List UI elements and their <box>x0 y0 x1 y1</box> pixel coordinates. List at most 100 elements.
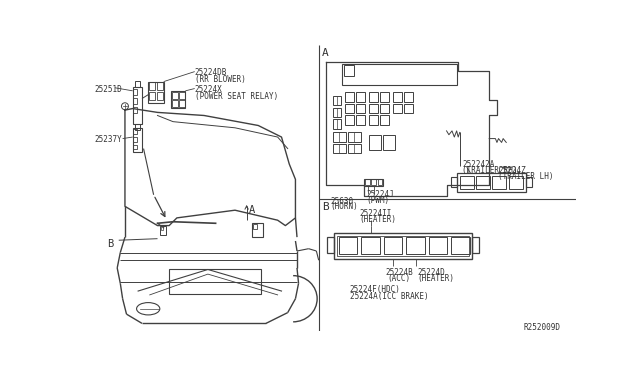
Bar <box>393 104 403 113</box>
Text: (TRAILER LH): (TRAILER LH) <box>499 172 554 181</box>
Bar <box>148 81 164 103</box>
Bar <box>472 237 479 253</box>
Text: 25224B: 25224B <box>385 268 413 277</box>
Bar <box>169 269 260 294</box>
Bar <box>369 135 381 150</box>
Bar <box>132 87 142 124</box>
Bar <box>337 235 469 256</box>
Bar <box>460 176 474 189</box>
Bar <box>404 92 413 102</box>
Text: 25224Z: 25224Z <box>499 166 526 174</box>
Text: 25237Y: 25237Y <box>94 135 122 144</box>
Bar <box>369 104 378 113</box>
Text: 25251D: 25251D <box>94 85 122 94</box>
Bar <box>348 144 362 153</box>
Text: A: A <box>322 48 328 58</box>
Text: 25224F(HDC): 25224F(HDC) <box>349 285 401 294</box>
Bar <box>134 107 138 113</box>
Bar <box>160 225 166 235</box>
Bar <box>371 179 376 185</box>
Bar <box>356 104 365 113</box>
Text: 25224A(ICC BRAKE): 25224A(ICC BRAKE) <box>349 292 428 301</box>
Bar <box>172 91 186 108</box>
Bar <box>134 129 138 134</box>
Bar <box>333 108 341 117</box>
Bar <box>342 64 457 86</box>
Text: B: B <box>322 202 328 212</box>
Bar <box>457 173 527 192</box>
Bar <box>253 224 257 230</box>
Bar <box>348 132 362 142</box>
Bar <box>356 92 365 102</box>
Bar <box>384 237 403 254</box>
Text: (HEATER): (HEATER) <box>417 274 454 283</box>
Text: 25224D: 25224D <box>417 268 445 277</box>
Bar <box>135 124 140 130</box>
Bar <box>492 176 506 189</box>
Bar <box>179 92 184 99</box>
Bar <box>333 144 346 153</box>
Bar <box>364 179 383 186</box>
Bar <box>149 82 155 90</box>
Bar <box>334 232 472 259</box>
Bar <box>362 237 380 254</box>
Bar <box>383 135 395 150</box>
Bar <box>393 92 403 102</box>
Bar <box>380 115 389 125</box>
Bar <box>365 179 370 185</box>
Text: (POWER SEAT RELAY): (POWER SEAT RELAY) <box>195 92 278 100</box>
Bar <box>429 237 447 254</box>
Bar <box>345 92 355 102</box>
Bar <box>149 92 155 100</box>
Bar <box>369 115 378 125</box>
Bar <box>252 223 263 237</box>
Bar <box>509 176 522 189</box>
Bar <box>369 92 378 102</box>
Bar <box>345 115 355 125</box>
Bar <box>135 81 140 87</box>
Bar <box>451 177 457 187</box>
Text: B: B <box>107 239 113 248</box>
Bar <box>406 237 425 254</box>
Text: (ACC): (ACC) <box>387 274 410 283</box>
Text: A: A <box>249 205 255 215</box>
Text: 25224II: 25224II <box>359 209 392 218</box>
Bar <box>134 89 138 96</box>
Bar <box>339 237 358 254</box>
Text: (HEATER): (HEATER) <box>359 215 396 224</box>
Bar <box>404 104 413 113</box>
Bar <box>527 177 532 187</box>
Text: (HORN): (HORN) <box>330 202 358 212</box>
Bar <box>179 100 184 107</box>
Text: (PWM): (PWM) <box>367 196 390 205</box>
Text: 25630: 25630 <box>330 197 353 206</box>
Bar <box>132 128 142 153</box>
Text: (RR BLOWER): (RR BLOWER) <box>195 75 246 84</box>
Text: 25224J: 25224J <box>367 190 394 199</box>
Bar <box>356 115 365 125</box>
Text: 252242A: 252242A <box>462 160 495 169</box>
Bar <box>134 145 138 150</box>
Bar <box>344 65 355 76</box>
Bar <box>333 96 341 106</box>
Bar <box>172 100 178 107</box>
Bar <box>380 92 389 102</box>
Bar <box>157 82 163 90</box>
Bar <box>134 98 138 104</box>
Bar <box>345 104 355 113</box>
Text: 25224X: 25224X <box>195 85 223 94</box>
Bar <box>157 92 163 100</box>
Bar <box>333 119 341 129</box>
Bar <box>451 237 470 254</box>
Bar <box>161 226 163 230</box>
Bar <box>333 132 346 142</box>
Bar <box>378 179 382 185</box>
Bar <box>327 237 334 253</box>
Bar <box>476 176 490 189</box>
Bar <box>134 137 138 142</box>
Text: (TRAILER RH): (TRAILER RH) <box>462 166 518 175</box>
Text: 25224DB: 25224DB <box>195 68 227 77</box>
Text: R252009D: R252009D <box>524 323 560 332</box>
Bar <box>172 92 178 99</box>
Bar <box>380 104 389 113</box>
